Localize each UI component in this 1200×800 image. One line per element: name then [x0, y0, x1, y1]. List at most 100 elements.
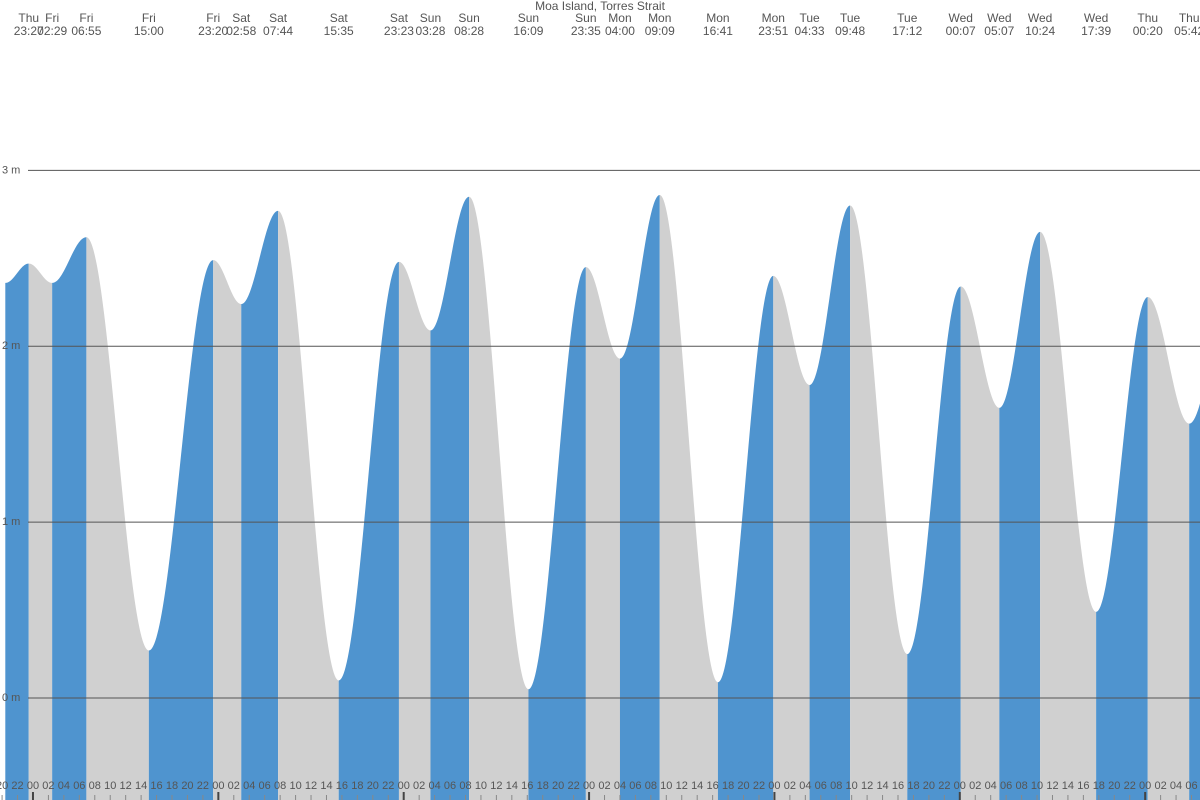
x-tick-label: 00 — [583, 780, 595, 792]
x-tick-label: 02 — [413, 780, 425, 792]
x-tick-label: 02 — [598, 780, 610, 792]
x-tick-label: 12 — [490, 780, 502, 792]
x-tick-label: 12 — [120, 780, 132, 792]
falling-tide — [850, 205, 908, 800]
y-tick-label: 0 m — [2, 692, 20, 704]
x-tick-label: 20 — [181, 780, 193, 792]
extreme-day: Wed — [1084, 11, 1108, 25]
x-tick-label: 02 — [784, 780, 796, 792]
extreme-day: Sat — [390, 11, 409, 25]
x-tick-label: 10 — [475, 780, 487, 792]
tide-fills — [5, 194, 1200, 800]
extreme-time: 10:24 — [1025, 24, 1055, 38]
rising-tide — [430, 196, 470, 800]
extreme-day: Thu — [18, 11, 39, 25]
rising-tide — [1096, 297, 1148, 800]
x-tick-label: 06 — [259, 780, 271, 792]
extreme-day: Sat — [269, 11, 288, 25]
x-tick-label: 16 — [336, 780, 348, 792]
chart-title: Moa Island, Torres Strait — [535, 0, 665, 13]
rising-tide — [338, 261, 399, 800]
falling-tide — [469, 196, 529, 800]
extreme-time: 09:09 — [645, 24, 675, 38]
x-tick-label: 10 — [104, 780, 116, 792]
x-tick-label: 08 — [459, 780, 471, 792]
x-tick-label: 14 — [506, 780, 518, 792]
x-tick-label: 08 — [1015, 780, 1027, 792]
x-tick-label: 22 — [938, 780, 950, 792]
x-tick-label: 06 — [1185, 780, 1197, 792]
x-tick-label: 06 — [1000, 780, 1012, 792]
extreme-day: Sun — [518, 11, 539, 25]
rising-tide — [999, 231, 1041, 800]
x-tick-label: 14 — [135, 780, 147, 792]
x-tick-label: 08 — [274, 780, 286, 792]
extreme-day: Thu — [1137, 11, 1158, 25]
extreme-time: 07:44 — [263, 24, 293, 38]
x-tick-label: 18 — [907, 780, 919, 792]
extreme-day: Mon — [608, 11, 631, 25]
x-tick-label: 08 — [645, 780, 657, 792]
x-tick-label: 16 — [1077, 780, 1089, 792]
x-tick-label: 10 — [289, 780, 301, 792]
x-tick-label: 16 — [521, 780, 533, 792]
extreme-time: 23:23 — [384, 24, 414, 38]
x-tick-label: 02 — [1154, 780, 1166, 792]
extreme-day: Sun — [458, 11, 479, 25]
extreme-time: 15:00 — [134, 24, 164, 38]
extreme-day: Sun — [420, 11, 441, 25]
x-tick-label: 20 — [737, 780, 749, 792]
extreme-day: Wed — [948, 11, 972, 25]
extreme-time: 23:35 — [571, 24, 601, 38]
extreme-day: Thu — [1179, 11, 1200, 25]
rising-tide — [528, 267, 586, 800]
falling-tide — [960, 286, 1000, 800]
x-tick-label: 14 — [1062, 780, 1074, 792]
rising-tide — [809, 205, 851, 800]
x-tick-label: 04 — [58, 780, 70, 792]
x-tick-label: 06 — [73, 780, 85, 792]
falling-tide — [585, 267, 620, 800]
x-tick-label: 22 — [197, 780, 209, 792]
x-tick-label: 00 — [954, 780, 966, 792]
extreme-time: 05:07 — [984, 24, 1014, 38]
x-tick-label: 04 — [614, 780, 626, 792]
x-tick-label: 16 — [150, 780, 162, 792]
extreme-time: 04:33 — [795, 24, 825, 38]
rising-tide — [717, 275, 774, 800]
rising-tide — [148, 260, 214, 800]
rising-tide — [52, 237, 87, 800]
extreme-day: Fri — [206, 11, 220, 25]
falling-tide — [1147, 297, 1190, 800]
x-tick-label: 12 — [676, 780, 688, 792]
extreme-day: Sat — [330, 11, 349, 25]
extreme-time: 00:20 — [1133, 24, 1163, 38]
extreme-time: 04:00 — [605, 24, 635, 38]
x-tick-label: 18 — [537, 780, 549, 792]
extreme-day: Fri — [45, 11, 59, 25]
x-tick-label: 18 — [166, 780, 178, 792]
extreme-time: 02:29 — [37, 24, 67, 38]
x-tick-label: 02 — [42, 780, 54, 792]
x-tick-label: 10 — [660, 780, 672, 792]
x-tick-label: 20 — [1108, 780, 1120, 792]
x-tick-label: 00 — [212, 780, 224, 792]
x-tick-label: 12 — [861, 780, 873, 792]
x-tick-label: 10 — [846, 780, 858, 792]
extreme-time: 15:35 — [324, 24, 354, 38]
extreme-time: 23:51 — [758, 24, 788, 38]
extreme-time: 02:58 — [226, 24, 256, 38]
extreme-time: 06:55 — [71, 24, 101, 38]
extreme-time: 17:39 — [1081, 24, 1111, 38]
falling-tide — [28, 263, 53, 800]
x-tick-label: 04 — [243, 780, 255, 792]
extreme-time: 09:48 — [835, 24, 865, 38]
falling-tide — [278, 210, 339, 800]
falling-tide — [398, 261, 431, 800]
x-tick-label: 20 — [0, 780, 8, 792]
extreme-day: Wed — [1028, 11, 1052, 25]
x-tick-label: 18 — [351, 780, 363, 792]
x-tick-label: 10 — [1031, 780, 1043, 792]
falling-tide — [773, 275, 810, 800]
